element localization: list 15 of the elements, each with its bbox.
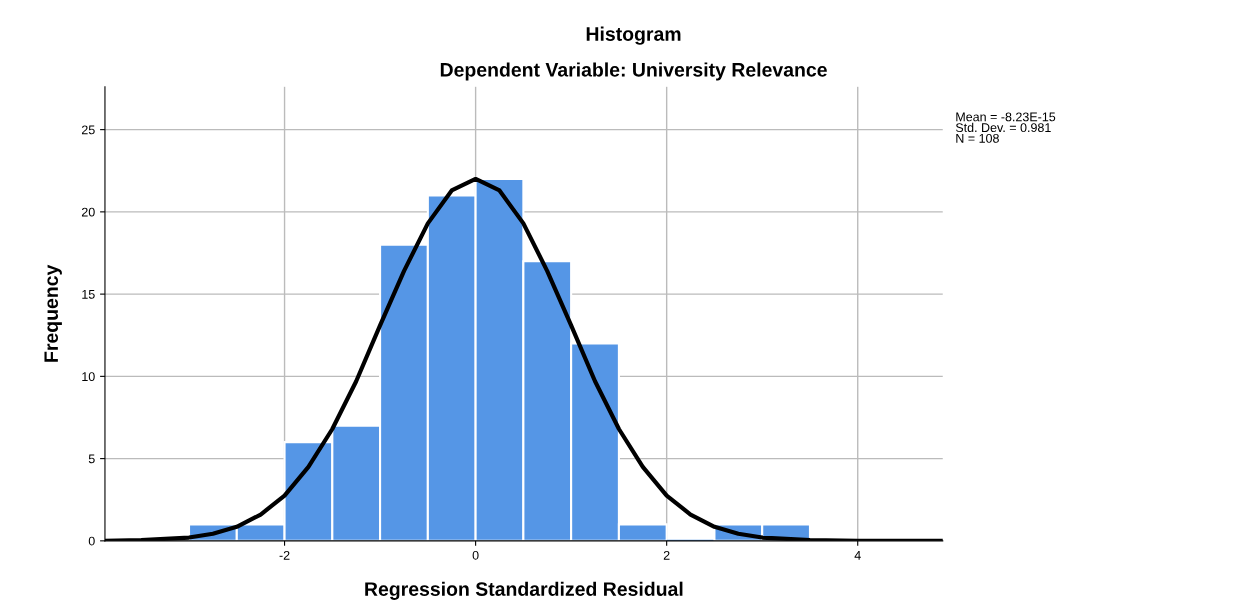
x-tick-label: -2	[279, 550, 290, 560]
y-tick-label: 15	[82, 290, 95, 299]
x-tick-label: 2	[663, 550, 670, 560]
x-tick-label: 0	[472, 550, 479, 560]
x-axis-title: Regression Standardized Residual	[365, 581, 683, 600]
x-tick-label: 4	[854, 551, 861, 560]
chart-subtitle: Dependent Variable: University Relevance	[440, 62, 827, 81]
y-tick-label: 20	[81, 207, 95, 217]
y-axis-title: Frequency	[44, 264, 62, 362]
chart-title: Histogram	[586, 26, 681, 45]
y-tick-label: 10	[82, 372, 95, 382]
text: Mean = -8.23E-15 Std. Dev. = 0.981 N = 108	[955, 112, 1056, 143]
y-tick-label: 5	[88, 454, 95, 464]
y-tick-label: 0	[88, 536, 95, 546]
y-tick-label: 25	[81, 125, 95, 135]
